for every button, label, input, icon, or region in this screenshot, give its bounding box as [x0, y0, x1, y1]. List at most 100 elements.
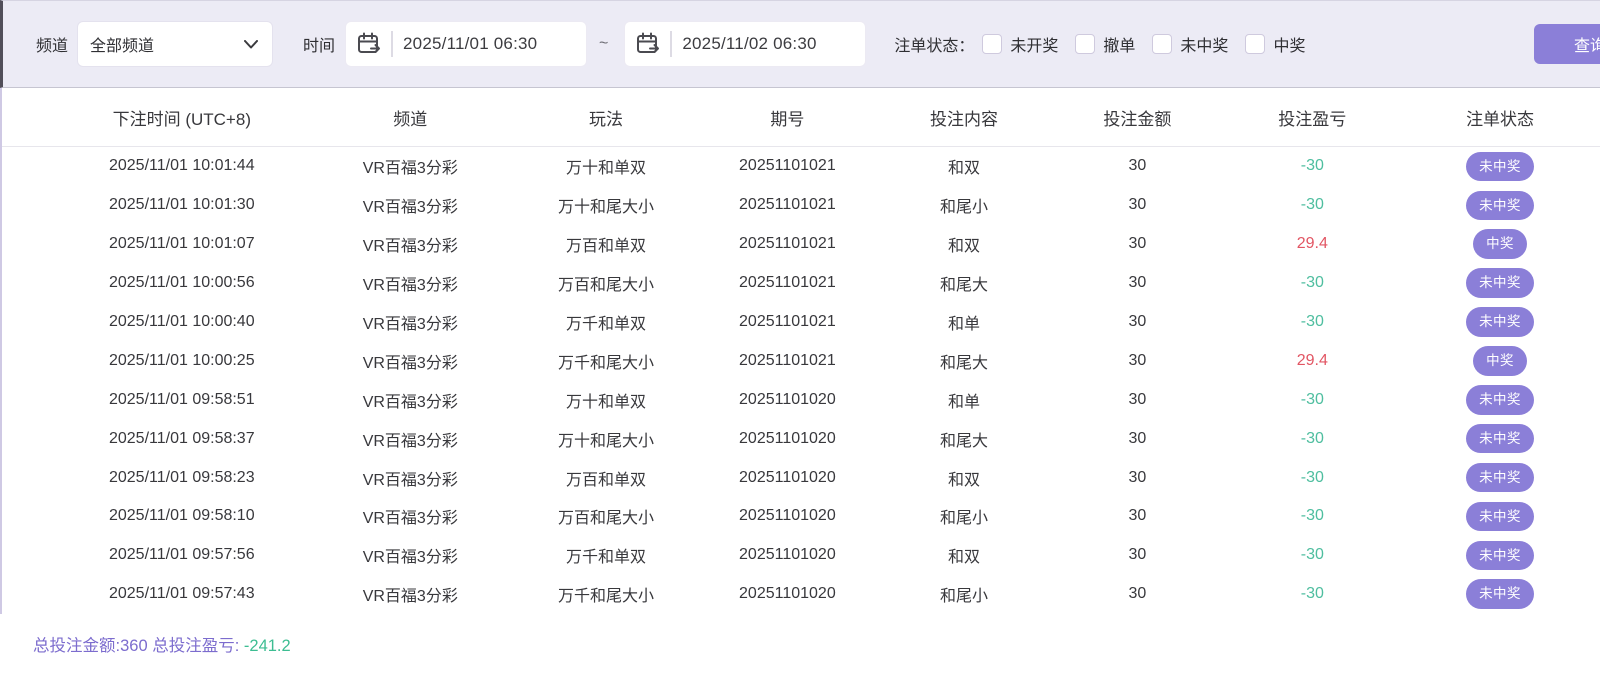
table-row: 2025/11/01 10:00:25 VR百福3分彩 万千和尾大小 20251…: [2, 341, 1600, 380]
status-badge: 未中奖: [1466, 151, 1535, 182]
cell-channel: VR百福3分彩: [362, 238, 458, 256]
checkbox-box[interactable]: [1075, 34, 1096, 54]
cell-bet-content: 和尾小: [939, 588, 988, 606]
cell-bet-amount: 30: [1128, 157, 1147, 175]
cell-play-type: 万十和尾大小: [558, 432, 655, 450]
checkbox-label: 中奖: [1273, 38, 1306, 55]
checkbox-label: 未开奖: [1010, 38, 1059, 55]
cell-play-type: 万千和尾大小: [558, 354, 655, 372]
cell-bet-time: 2025/11/01 10:00:56: [108, 274, 255, 292]
cell-play-type: 万百和尾大小: [558, 277, 655, 295]
cell-issue-no: 20251101020: [739, 468, 836, 486]
checkbox-won[interactable]: 中奖: [1245, 32, 1305, 56]
search-button[interactable]: 查询: [1534, 24, 1600, 64]
cell-bet-pnl: -30: [1300, 390, 1324, 408]
cell-channel: VR百福3分彩: [362, 316, 458, 333]
header-bet-time: 下注时间 (UTC+8): [112, 109, 251, 129]
cell-channel: VR百福3分彩: [362, 199, 458, 217]
date-from-input[interactable]: 2025/11/01 06:30: [345, 21, 588, 67]
cell-channel: VR百福3分彩: [362, 471, 458, 489]
cell-bet-pnl: -30: [1300, 429, 1324, 447]
date-to-input[interactable]: 2025/11/02 06:30: [624, 21, 867, 67]
cell-bet-pnl: -30: [1300, 546, 1324, 564]
cell-bet-amount: 30: [1128, 468, 1147, 486]
header-bet-amount: 投注金额: [1103, 109, 1172, 129]
table-row: 2025/11/01 09:58:51 VR百福3分彩 万十和单双 202511…: [2, 380, 1600, 419]
cell-bet-pnl: 29.4: [1296, 235, 1328, 253]
checkbox-not-drawn[interactable]: 未开奖: [982, 32, 1058, 56]
cell-bet-pnl: -30: [1300, 507, 1324, 525]
table-row: 2025/11/01 10:01:44 VR百福3分彩 万十和单双 202511…: [2, 147, 1600, 186]
checkbox-cancelled[interactable]: 撤单: [1075, 32, 1135, 56]
cell-bet-time: 2025/11/01 09:58:51: [108, 390, 255, 408]
cell-bet-pnl: -30: [1300, 468, 1324, 486]
cell-channel: VR百福3分彩: [362, 393, 458, 411]
input-divider: [670, 31, 673, 57]
cell-bet-time: 2025/11/01 10:01:07: [108, 235, 255, 253]
cell-bet-content: 和单: [947, 393, 980, 411]
cell-bet-pnl: -30: [1300, 274, 1324, 292]
cell-bet-amount: 30: [1128, 585, 1147, 603]
status-badge: 未中奖: [1466, 307, 1535, 337]
cell-play-type: 万百和尾大小: [558, 510, 655, 528]
cell-bet-time: 2025/11/01 10:00:40: [108, 313, 255, 330]
bet-records-table: 下注时间 (UTC+8) 频道 玩法 期号 投注内容 投注金额 投注盈亏 注单状…: [0, 88, 1600, 614]
cell-play-type: 万百和单双: [566, 238, 647, 256]
channel-select[interactable]: 全部频道: [77, 21, 274, 67]
cell-bet-content: 和尾小: [939, 510, 988, 528]
total-amount-value: 360: [120, 636, 148, 655]
table-row: 2025/11/01 09:57:56 VR百福3分彩 万千和单双 202511…: [2, 536, 1600, 575]
cell-bet-pnl: 29.4: [1296, 351, 1328, 369]
cell-issue-no: 20251101020: [739, 390, 836, 408]
status-badge: 未中奖: [1466, 268, 1535, 298]
total-pnl-value: -241.2: [243, 636, 291, 655]
cell-bet-amount: 30: [1128, 235, 1147, 253]
cell-channel: VR百福3分彩: [362, 549, 458, 567]
table-body: 2025/11/01 10:01:44 VR百福3分彩 万十和单双 202511…: [2, 147, 1600, 614]
table-row: 2025/11/01 09:58:10 VR百福3分彩 万百和尾大小 20251…: [2, 497, 1600, 536]
cell-bet-pnl: -30: [1300, 196, 1324, 214]
cell-play-type: 万十和单双: [566, 393, 647, 411]
cell-bet-amount: 30: [1128, 390, 1147, 408]
cell-bet-time: 2025/11/01 10:00:25: [108, 351, 255, 369]
cell-bet-content: 和双: [947, 160, 980, 178]
chevron-down-icon: [244, 39, 259, 48]
cell-issue-no: 20251101021: [739, 157, 836, 175]
calendar-icon: [358, 32, 381, 53]
cell-issue-no: 20251101020: [739, 546, 836, 564]
table-row: 2025/11/01 09:58:23 VR百福3分彩 万百和单双 202511…: [2, 458, 1600, 497]
checkbox-box[interactable]: [1152, 34, 1173, 54]
header-order-status: 注单状态: [1466, 109, 1535, 129]
cell-bet-amount: 30: [1128, 351, 1147, 369]
cell-channel: VR百福3分彩: [362, 510, 458, 528]
status-badge: 中奖: [1473, 229, 1528, 259]
table-row: 2025/11/01 10:00:40 VR百福3分彩 万千和单双 202511…: [2, 303, 1600, 342]
cell-issue-no: 20251101020: [739, 507, 836, 525]
status-badge: 未中奖: [1466, 385, 1535, 415]
checkbox-not-won[interactable]: 未中奖: [1152, 32, 1228, 56]
cell-play-type: 万十和尾大小: [558, 199, 655, 217]
cell-channel: VR百福3分彩: [362, 354, 458, 372]
cell-issue-no: 20251101020: [739, 585, 836, 603]
input-divider: [391, 31, 394, 57]
table-row: 2025/11/01 10:01:30 VR百福3分彩 万十和尾大小 20251…: [2, 186, 1600, 225]
table-row: 2025/11/01 10:00:56 VR百福3分彩 万百和尾大小 20251…: [2, 264, 1600, 303]
cell-bet-time: 2025/11/01 10:01:30: [108, 196, 255, 214]
status-badge: 未中奖: [1466, 501, 1535, 532]
cell-bet-content: 和双: [947, 549, 980, 567]
cell-play-type: 万千和单双: [566, 316, 647, 333]
cell-bet-time: 2025/11/01 10:01:44: [108, 157, 255, 175]
checkbox-label: 撤单: [1103, 38, 1136, 55]
cell-bet-content: 和双: [947, 471, 980, 489]
checkbox-box[interactable]: [982, 34, 1003, 54]
checkbox-box[interactable]: [1245, 34, 1266, 54]
summary-bar: 总投注金额:360 总投注盈亏: -241.2: [0, 614, 1600, 656]
cell-bet-amount: 30: [1128, 546, 1147, 564]
cell-channel: VR百福3分彩: [362, 588, 458, 606]
cell-play-type: 万百和单双: [566, 471, 647, 489]
total-amount-label: 总投注金额:: [33, 636, 121, 655]
cell-channel: VR百福3分彩: [362, 277, 458, 295]
header-bet-pnl: 投注盈亏: [1278, 109, 1347, 129]
cell-bet-amount: 30: [1128, 313, 1147, 330]
cell-bet-content: 和尾小: [939, 199, 988, 217]
